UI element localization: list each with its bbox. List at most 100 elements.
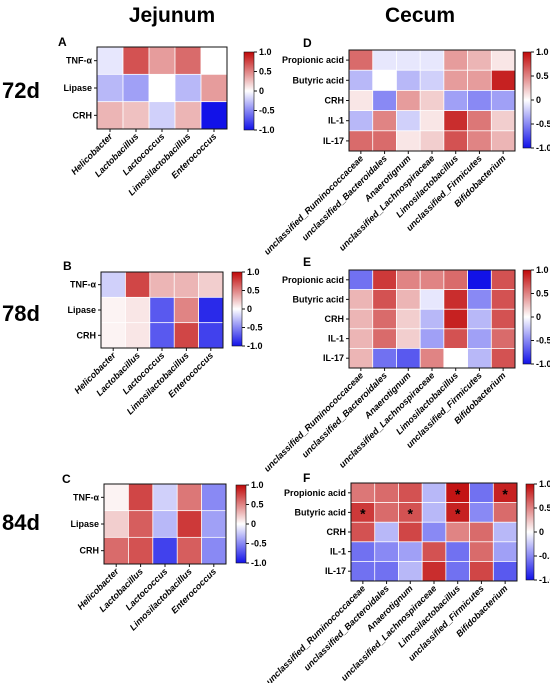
colorbar xyxy=(522,269,532,365)
heatmap-cell xyxy=(100,271,127,298)
heatmap-cell xyxy=(348,328,374,349)
heatmap-cell xyxy=(201,510,227,538)
y-tick-label: Lipase xyxy=(70,519,99,529)
colorbar-tick-label: -1.0 xyxy=(251,558,267,568)
heatmap-cell xyxy=(372,90,398,112)
y-tick-label: IL-17 xyxy=(323,353,344,363)
heatmap-cell xyxy=(350,561,376,582)
heatmap-cell xyxy=(490,308,516,330)
heatmap-cell xyxy=(398,561,423,582)
colorbar-tick-label: 0.5 xyxy=(536,289,549,299)
heatmap-cell xyxy=(467,289,492,310)
y-tick-label: CRH xyxy=(73,110,93,120)
heatmap-cell xyxy=(100,296,127,324)
y-tick-label: Lipase xyxy=(63,83,92,93)
colorbar-tick-label: -0.5 xyxy=(536,336,550,346)
y-tick-label: Propionic acid xyxy=(284,488,346,498)
colorbar-tick-label: 0 xyxy=(251,519,256,529)
heatmap-cell xyxy=(396,289,421,310)
heatmap-cell xyxy=(419,130,445,152)
panel-letter: E xyxy=(303,255,311,269)
colorbar-tick-label: 0 xyxy=(539,527,544,537)
colorbar-tick-label: 0 xyxy=(247,304,252,314)
y-tick-label: Butyric acid xyxy=(294,507,346,517)
colorbar xyxy=(231,271,243,347)
y-tick-label: CRH xyxy=(325,96,345,106)
heatmap-cell xyxy=(201,483,227,512)
heatmap-cell xyxy=(419,308,445,330)
heatmap-cell xyxy=(100,322,127,349)
significance-star: * xyxy=(502,486,508,502)
heatmap-cell xyxy=(445,561,471,582)
heatmap-cell xyxy=(443,289,469,310)
heatmap-cell xyxy=(443,90,469,112)
colorbar xyxy=(525,483,535,581)
heatmap-cell xyxy=(490,289,516,310)
colorbar xyxy=(235,484,247,564)
heatmap-cell xyxy=(96,73,124,103)
heatmap-cell xyxy=(469,561,494,582)
heatmap-panel-b: BTNF-αLipaseCRHHelicobacterLactobacillus… xyxy=(63,259,263,416)
heatmap-cell xyxy=(200,101,228,130)
y-tick-label: IL-1 xyxy=(328,116,344,126)
heatmap-cell xyxy=(492,561,518,582)
heatmap-cell xyxy=(198,322,224,349)
heatmap-cell xyxy=(372,308,398,330)
column-title-cecum: Cecum xyxy=(385,4,455,27)
heatmap-cell xyxy=(149,296,175,324)
heatmap-cell xyxy=(176,510,203,538)
colorbar-tick-label: 0.5 xyxy=(247,286,260,296)
heatmap-cell xyxy=(96,101,124,130)
heatmap-cell xyxy=(148,46,176,75)
heatmap-cell xyxy=(490,130,516,152)
heatmap-cell xyxy=(445,541,471,562)
colorbar-tick-label: 0.5 xyxy=(536,71,549,81)
panel-letter: B xyxy=(63,259,72,273)
heatmap-cell xyxy=(469,541,494,562)
heatmap-cell xyxy=(398,541,423,562)
significance-star: * xyxy=(360,505,366,521)
colorbar xyxy=(243,51,255,131)
heatmap-cell xyxy=(419,49,445,71)
heatmap-cell xyxy=(396,328,421,349)
heatmap-cell xyxy=(127,483,154,512)
significance-star: * xyxy=(455,505,461,521)
heatmap-cell xyxy=(396,269,421,291)
heatmap-cell xyxy=(396,69,421,91)
heatmap-cell xyxy=(372,49,398,71)
heatmap-cell xyxy=(443,269,469,291)
heatmap-cell xyxy=(348,308,374,330)
colorbar-tick-label: 0 xyxy=(536,95,541,105)
panel-letter: A xyxy=(58,35,67,49)
heatmap-cell xyxy=(348,69,374,91)
y-tick-label: IL-17 xyxy=(323,136,344,146)
y-tick-label: IL-1 xyxy=(328,334,344,344)
heatmap-cell xyxy=(490,69,516,91)
heatmap-cell xyxy=(125,322,151,349)
colorbar-tick-label: -1.0 xyxy=(247,341,263,351)
heatmap-cell xyxy=(419,69,445,91)
heatmap-cell xyxy=(348,49,374,71)
heatmap-cell xyxy=(492,502,518,523)
heatmap-cell xyxy=(396,49,421,71)
heatmap-cell xyxy=(490,90,516,112)
heatmap-cell xyxy=(443,308,469,330)
heatmap-cell xyxy=(127,536,154,565)
heatmap-cell xyxy=(372,69,398,91)
heatmap-cell xyxy=(396,347,421,369)
heatmap-cell xyxy=(469,521,494,543)
colorbar-tick-label: 1.0 xyxy=(251,480,264,490)
colorbar-tick-label: -0.5 xyxy=(539,551,550,561)
y-tick-label: Lipase xyxy=(67,305,96,315)
heatmap-cell xyxy=(148,73,176,103)
y-tick-label: TNF-α xyxy=(66,56,92,66)
colorbar-tick-label: -0.5 xyxy=(247,323,263,333)
heatmap-cell xyxy=(419,110,445,132)
heatmap-cell xyxy=(374,521,400,543)
heatmap-cell xyxy=(421,541,447,562)
heatmap-cell xyxy=(176,536,203,565)
heatmap-cell xyxy=(200,73,228,103)
colorbar-tick-label: 0 xyxy=(536,312,541,322)
heatmap-cell xyxy=(445,521,471,543)
